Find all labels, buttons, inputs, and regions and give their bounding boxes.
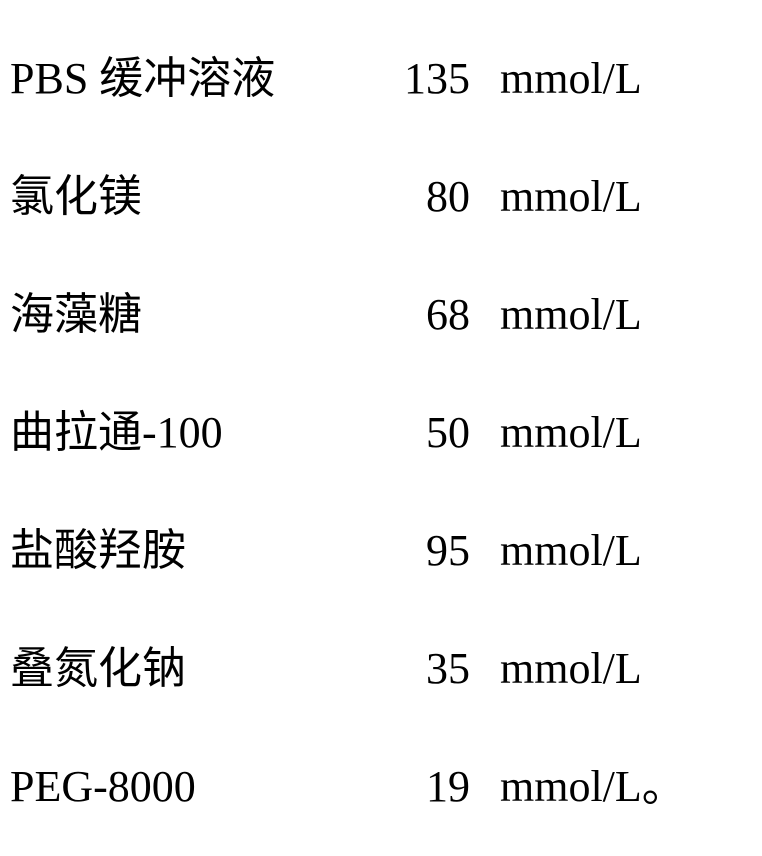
component-value: 68 — [340, 256, 500, 374]
component-unit: mmol/L — [500, 138, 642, 256]
table-row: 盐酸羟胺 95 mmol/L — [10, 492, 752, 610]
composition-table: PBS 缓冲溶液 135 mmol/L 氯化镁 80 mmol/L 海藻糖 68… — [0, 0, 762, 856]
component-value: 50 — [340, 374, 500, 492]
component-name: 曲拉通-100 — [10, 374, 340, 492]
component-unit: mmol/L。 — [500, 728, 686, 846]
component-unit: mmol/L — [500, 610, 642, 728]
table-row: 氯化镁 80 mmol/L — [10, 138, 752, 256]
component-name: 叠氮化钠 — [10, 610, 340, 728]
component-unit: mmol/L — [500, 20, 642, 138]
component-name: 盐酸羟胺 — [10, 492, 340, 610]
component-unit: mmol/L — [500, 374, 642, 492]
component-name: 海藻糖 — [10, 256, 340, 374]
table-row: PBS 缓冲溶液 135 mmol/L — [10, 20, 752, 138]
table-row: 叠氮化钠 35 mmol/L — [10, 610, 752, 728]
component-value: 95 — [340, 492, 500, 610]
component-name: PBS 缓冲溶液 — [10, 20, 340, 138]
component-name: 氯化镁 — [10, 138, 340, 256]
component-unit: mmol/L — [500, 492, 642, 610]
component-unit: mmol/L — [500, 256, 642, 374]
table-row: PEG-8000 19 mmol/L。 — [10, 728, 752, 846]
component-value: 80 — [340, 138, 500, 256]
table-row: 曲拉通-100 50 mmol/L — [10, 374, 752, 492]
table-row: 海藻糖 68 mmol/L — [10, 256, 752, 374]
component-value: 35 — [340, 610, 500, 728]
component-value: 135 — [340, 20, 500, 138]
component-value: 19 — [340, 728, 500, 846]
component-name: PEG-8000 — [10, 728, 340, 846]
